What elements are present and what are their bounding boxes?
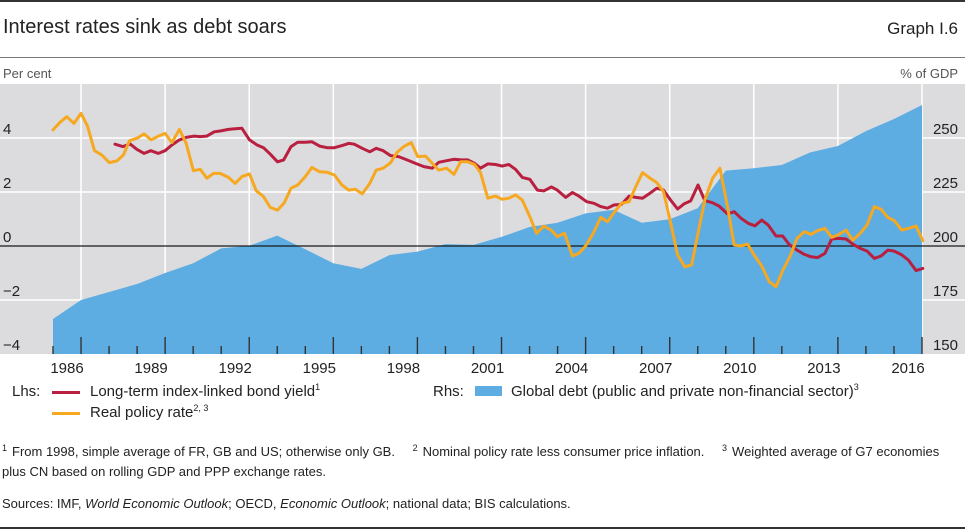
legend-label: Real policy rate	[90, 404, 194, 421]
footnote-mark: 1	[2, 442, 8, 453]
legend-item-global-debt: Global debt (public and private non-fina…	[511, 382, 859, 401]
chart: 1986 1989 1992 1995 1998 2001 2004 2007 2010 2013…	[0, 84, 965, 377]
x-axis-ticks	[52, 337, 923, 354]
x-tick-label: 1989	[134, 360, 167, 377]
top-rule	[0, 0, 965, 2]
left-axis-unit: Per cent	[3, 66, 52, 81]
legend-lhs-label: Lhs:	[12, 383, 41, 400]
left-y-tick-label: −2	[3, 283, 20, 300]
legend-item-bond-yield: Long-term index-linked bond yield1	[90, 382, 321, 401]
source-oecd-outlook: Economic Outlook	[280, 496, 386, 511]
legend-swatch-global-debt	[475, 386, 502, 396]
legend-swatch-policy-rate	[52, 412, 80, 415]
right-y-tick-label: 200	[933, 229, 958, 246]
right-y-tick-label: 150	[933, 337, 958, 354]
sources: Sources: IMF, World Economic Outlook; OE…	[2, 496, 571, 511]
source-weo: World Economic Outlook	[85, 496, 229, 511]
x-tick-label: 2004	[555, 360, 588, 377]
legend-rhs-label: Rhs:	[433, 383, 464, 400]
left-y-tick-label: 4	[3, 121, 11, 138]
legend-footnote-mark: 3	[853, 382, 859, 392]
footnote-1: 1 From 1998, simple average of FR, GB and…	[2, 442, 395, 459]
legend-label: Global debt (public and private non-fina…	[511, 383, 854, 400]
sources-prefix: Sources: IMF,	[2, 496, 86, 511]
chart-title: Interest rates sink as debt soars	[3, 16, 287, 38]
footnote-text: Nominal policy rate less consumer price …	[422, 444, 705, 459]
line-series-layer	[51, 111, 925, 289]
right-axis-unit: % of GDP	[900, 66, 958, 81]
x-tick-label: 2007	[639, 360, 672, 377]
legend-item-policy-rate: Real policy rate2, 3	[90, 403, 209, 422]
legend-footnote-mark: 1	[315, 382, 321, 392]
x-tick-label: 1986	[50, 360, 83, 377]
footnote-2: 2 Nominal policy rate less consumer price…	[412, 442, 705, 459]
footnotes: 1 From 1998, simple average of FR, GB and…	[2, 442, 965, 482]
left-y-tick-label: −4	[3, 337, 20, 354]
sources-suffix: ; national data; BIS calculations.	[385, 496, 571, 511]
legend-label: Long-term index-linked bond yield	[90, 383, 316, 400]
footnote-mark: 3	[722, 442, 728, 453]
right-y-tick-label: 175	[933, 283, 958, 300]
x-tick-label: 1995	[303, 360, 336, 377]
footnote-text: From 1998, simple average of FR, GB and …	[12, 444, 395, 459]
x-tick-label: 1992	[219, 360, 252, 377]
legend-footnote-mark: 2, 3	[193, 403, 209, 413]
footnote-3: 3 Weighted average of G7 economies plus C…	[2, 442, 940, 479]
graph-number: Graph I.6	[887, 19, 958, 38]
left-y-tick-label: 2	[3, 175, 11, 192]
line-real-policy-rate	[51, 111, 925, 289]
line-long-term-index-linked-bond-yield	[113, 126, 925, 273]
bottom-rule	[0, 527, 965, 529]
left-y-tick-label: 0	[3, 229, 11, 246]
x-tick-label: 2016	[891, 360, 924, 377]
legend-swatch-bond-yield	[52, 391, 80, 394]
x-tick-label: 2013	[807, 360, 840, 377]
area-series-layer	[53, 105, 922, 354]
tick-labels: 1986 1989 1992 1995 1998 2001 2004 2007 2010 2013…	[3, 121, 958, 377]
footnote-text: Weighted average of G7 economies plus CN…	[2, 444, 940, 479]
x-tick-label: 1998	[387, 360, 420, 377]
area-global-debt-public-and-private-non-financial-sector	[53, 105, 922, 354]
footnote-mark: 2	[412, 442, 418, 453]
sources-sep: ; OECD,	[228, 496, 281, 511]
title-rule	[0, 57, 965, 58]
right-y-tick-label: 250	[933, 121, 958, 138]
x-tick-label: 2010	[723, 360, 756, 377]
right-y-tick-label: 225	[933, 175, 958, 192]
x-tick-label: 2001	[471, 360, 504, 377]
